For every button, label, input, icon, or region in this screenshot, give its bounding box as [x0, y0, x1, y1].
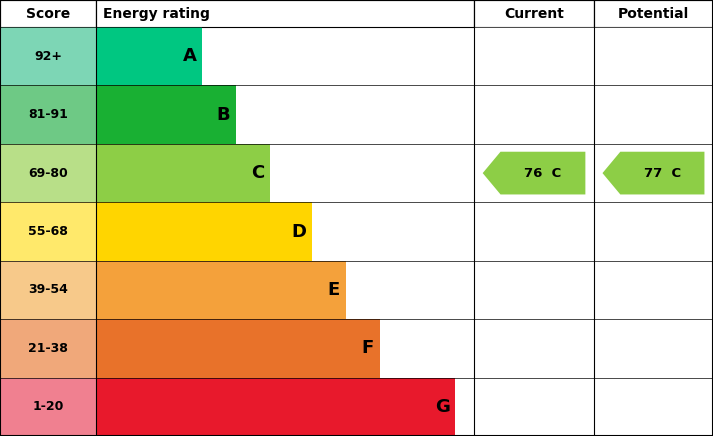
Text: Current: Current [504, 7, 564, 20]
Bar [594, 27, 713, 85]
Bar [594, 144, 713, 202]
Text: A: A [183, 47, 196, 65]
Bar [594, 85, 713, 144]
Bar [96, 0, 474, 27]
Bar [474, 0, 594, 27]
Bar [474, 202, 594, 261]
Text: 81-91: 81-91 [29, 108, 68, 121]
Bar [96, 202, 312, 261]
Text: E: E [328, 281, 340, 299]
Bar [96, 378, 455, 436]
Text: 76  C: 76 C [524, 167, 562, 180]
Bar [0, 144, 96, 202]
Bar [474, 27, 594, 85]
Polygon shape [483, 152, 585, 194]
Text: F: F [361, 339, 374, 358]
Bar [0, 27, 96, 85]
Bar [0, 261, 96, 319]
Text: B: B [217, 106, 230, 124]
Bar [0, 0, 96, 27]
Text: 55-68: 55-68 [29, 225, 68, 238]
Bar [594, 378, 713, 436]
Text: 39-54: 39-54 [29, 283, 68, 296]
Bar [96, 144, 270, 202]
Bar [594, 202, 713, 261]
Text: Score: Score [26, 7, 71, 20]
Bar [594, 0, 713, 27]
Bar [96, 85, 236, 144]
Text: 92+: 92+ [34, 50, 62, 63]
Bar [0, 319, 96, 378]
Text: G: G [435, 398, 449, 416]
Bar [96, 27, 202, 85]
Text: D: D [291, 222, 306, 241]
Polygon shape [602, 152, 704, 194]
Bar [474, 319, 594, 378]
Bar [474, 85, 594, 144]
Text: 1-20: 1-20 [32, 400, 64, 413]
Text: Potential: Potential [618, 7, 689, 20]
Bar [474, 378, 594, 436]
Bar [0, 378, 96, 436]
Bar [474, 261, 594, 319]
Bar [0, 202, 96, 261]
Bar [474, 144, 594, 202]
Text: 69-80: 69-80 [29, 167, 68, 180]
Text: 21-38: 21-38 [29, 342, 68, 355]
Bar [594, 261, 713, 319]
Text: C: C [251, 164, 265, 182]
Text: Energy rating: Energy rating [103, 7, 210, 20]
Bar [0, 85, 96, 144]
Text: 77  C: 77 C [644, 167, 681, 180]
Bar [594, 319, 713, 378]
Bar [96, 319, 379, 378]
Bar [96, 261, 346, 319]
